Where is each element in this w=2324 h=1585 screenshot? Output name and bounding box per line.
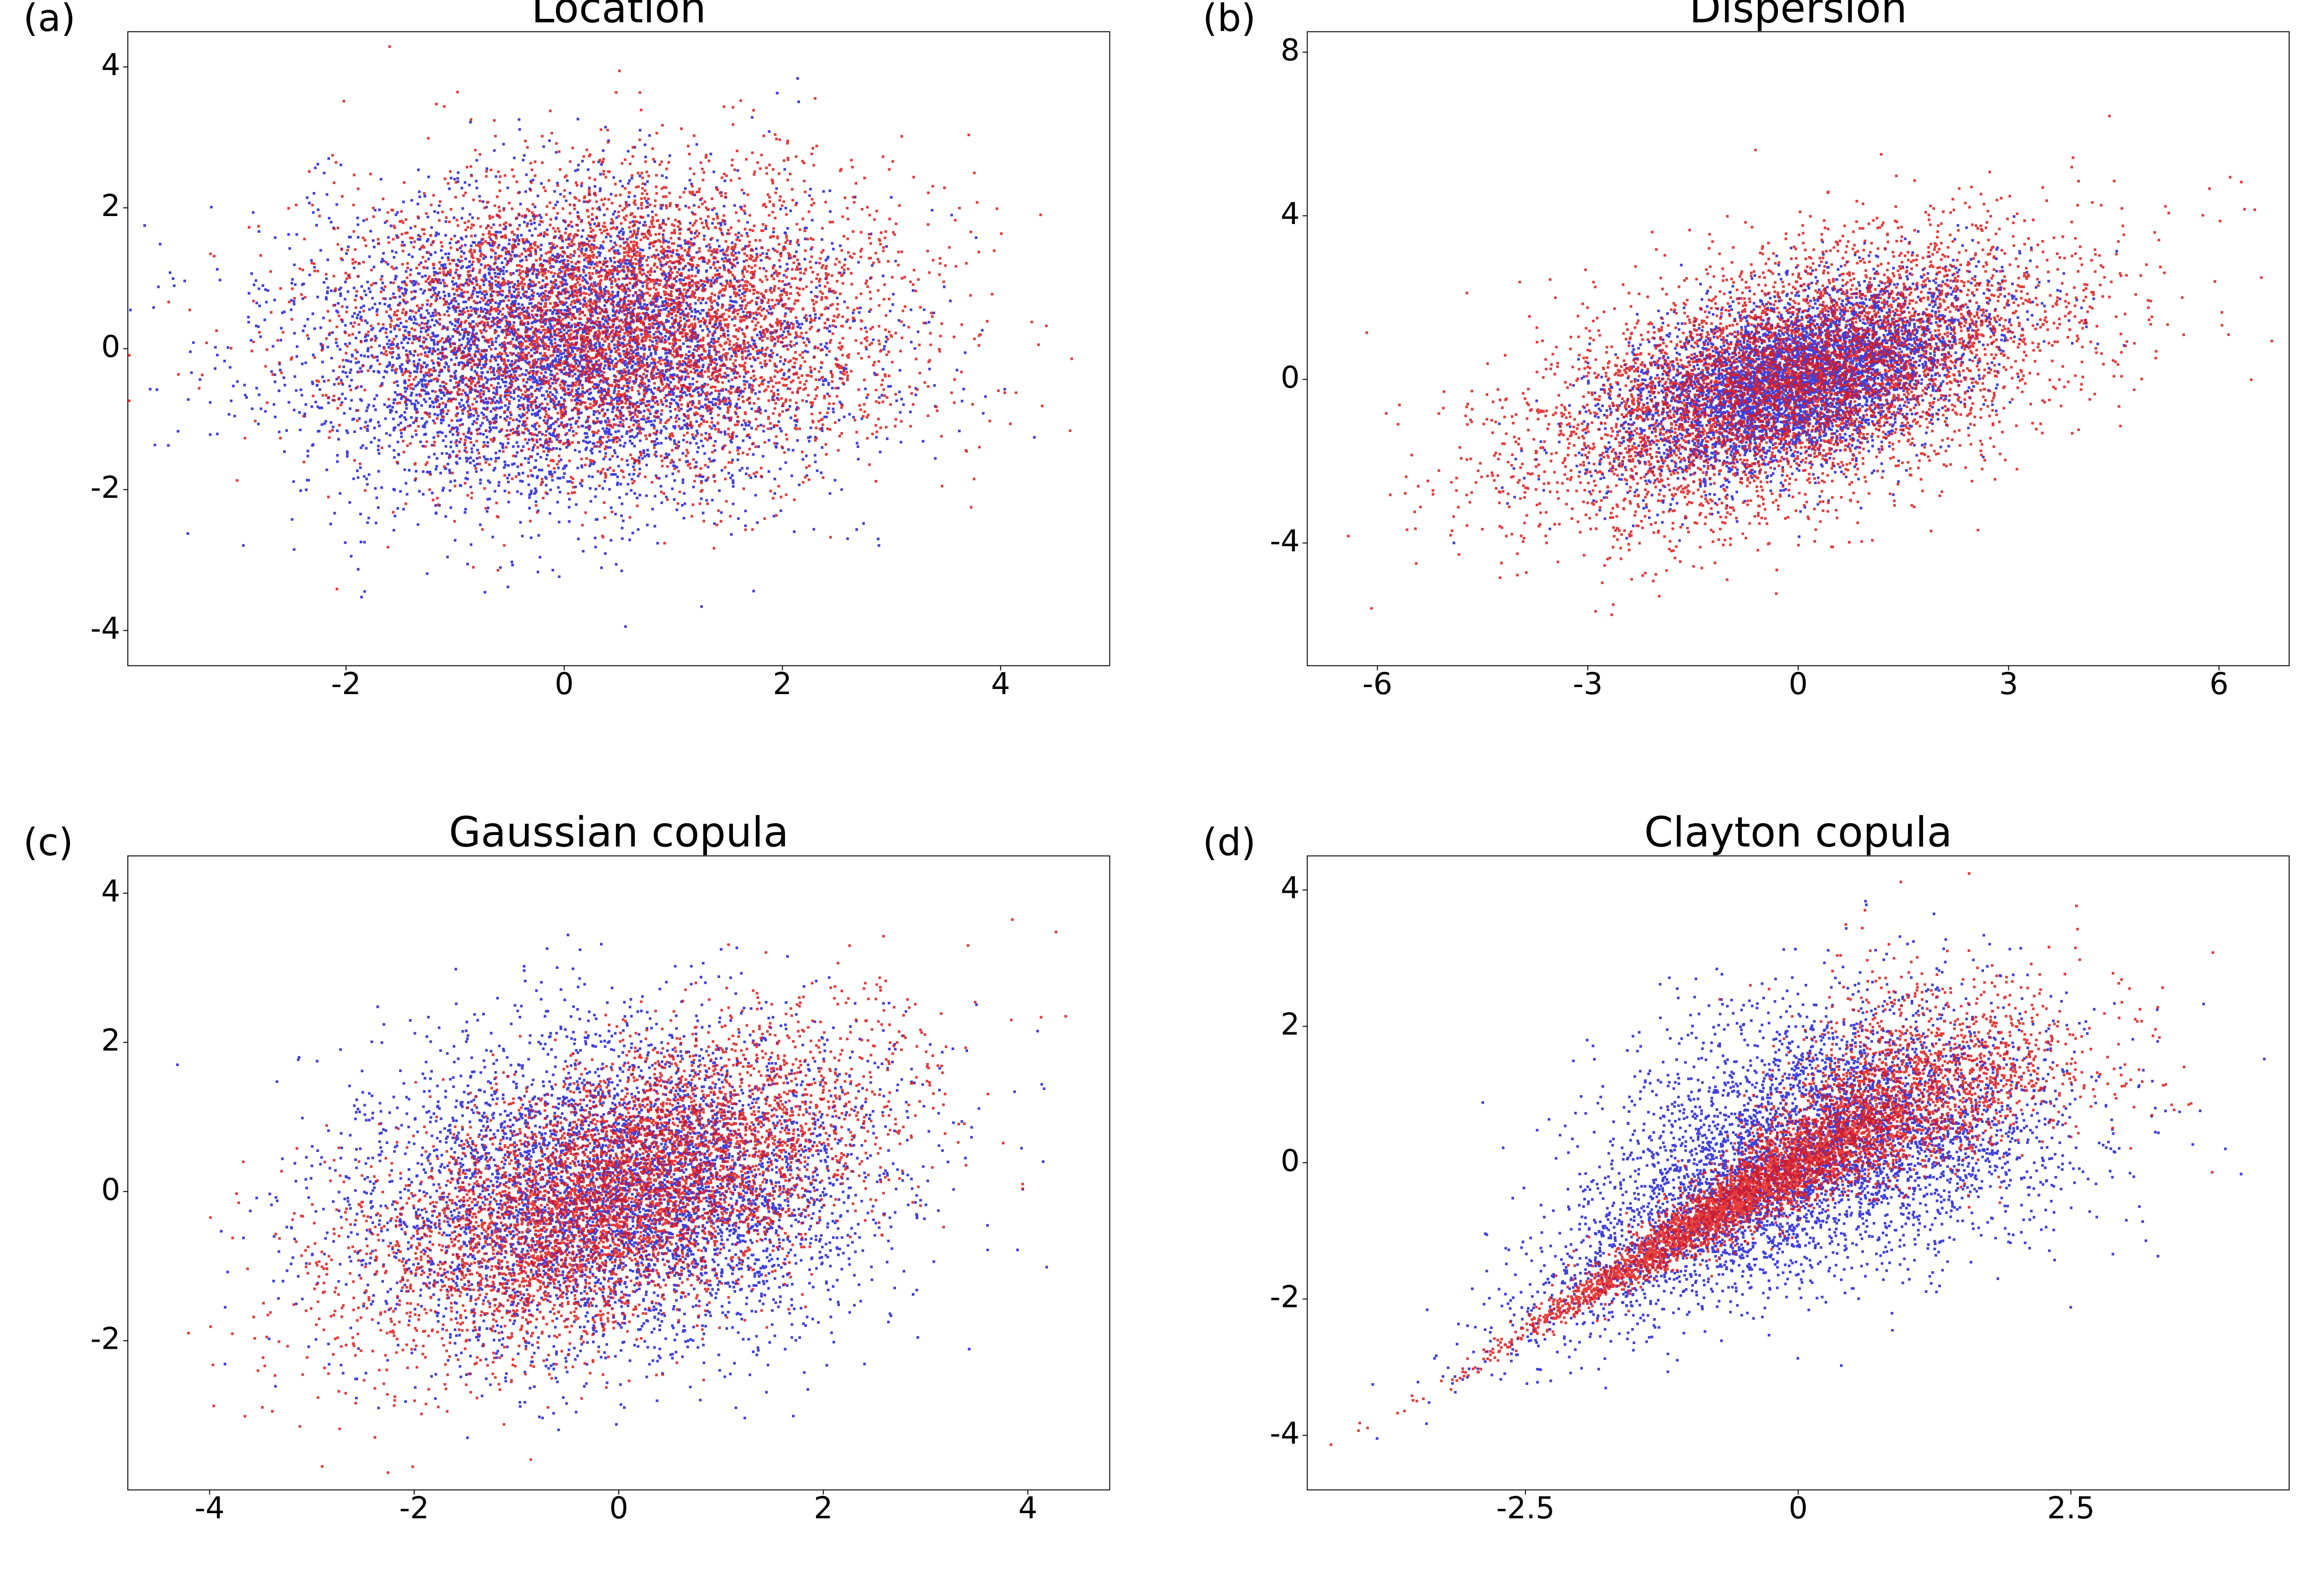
- panel-label-a: (a): [23, 0, 76, 40]
- xtick: -2: [331, 667, 361, 702]
- xtick: 0: [609, 1491, 629, 1526]
- xtick: -3: [1573, 667, 1603, 702]
- figure: (a) Location -2 0 2 4 -4 -2 0 2 4 (b) Dispersion -6 -3…: [0, 0, 2324, 1585]
- plot-area-a: [124, 45, 1073, 628]
- series-d-red: [1330, 872, 2214, 1446]
- plot-area-d: [1330, 853, 2266, 1446]
- panel-c: (c) Gaussian copula -4 -2 0 2 4 -2 0 2 4: [23, 808, 1110, 1526]
- panel-title-b: Dispersion: [1689, 0, 1907, 32]
- panel-label-b: (b): [1203, 0, 1256, 40]
- xtick: -2: [399, 1491, 429, 1526]
- ytick: 4: [101, 874, 121, 909]
- ytick: -2: [90, 1322, 120, 1356]
- ytick: 0: [101, 330, 121, 364]
- series-a-red: [128, 45, 1073, 590]
- xtick: 0: [1789, 667, 1808, 702]
- plot-area-c: [176, 918, 1067, 1474]
- panel-title-d: Clayton copula: [1644, 808, 1952, 856]
- panel-d: (d) Clayton copula -2.5 0 2.5 -4 -2 0 2 4: [1203, 808, 2289, 1526]
- xtick: -4: [195, 1491, 225, 1526]
- panel-b: (b) Dispersion -6 -3 0 3 6 -4 0 4 8: [1203, 0, 2289, 702]
- xtick: 2: [814, 1491, 833, 1526]
- ytick: 4: [101, 48, 121, 83]
- panel-label-d: (d): [1203, 820, 1256, 864]
- panel-title-c: Gaussian copula: [449, 808, 789, 856]
- ytick: 4: [1281, 197, 1300, 232]
- ytick: 8: [1281, 33, 1300, 68]
- ytick: -4: [90, 611, 120, 646]
- xtick: 4: [991, 667, 1010, 702]
- series-c-red: [187, 918, 1067, 1474]
- xtick: -2.5: [1496, 1491, 1555, 1526]
- ytick: 2: [101, 189, 121, 224]
- panel-title-a: Location: [531, 0, 706, 32]
- ytick: 2: [1281, 1007, 1300, 1042]
- ytick: 0: [101, 1173, 121, 1207]
- ytick: 0: [1281, 360, 1300, 395]
- panel-label-c: (c): [23, 820, 73, 864]
- xtick: 0: [1789, 1491, 1808, 1526]
- xtick: 0: [554, 667, 574, 702]
- xtick: 2.5: [2047, 1491, 2095, 1526]
- panel-a: (a) Location -2 0 2 4 -4 -2 0 2 4: [23, 0, 1110, 702]
- ytick: -4: [1270, 1416, 1300, 1451]
- plot-area-b: [1347, 115, 2273, 616]
- xtick: 6: [2209, 667, 2229, 702]
- xtick: 2: [773, 667, 792, 702]
- series-b-red: [1347, 115, 2273, 616]
- ytick: -2: [1270, 1280, 1300, 1315]
- ytick: 0: [1281, 1144, 1300, 1178]
- ytick: 2: [101, 1023, 121, 1058]
- xtick: 3: [1999, 667, 2018, 702]
- ytick: 4: [1281, 871, 1300, 906]
- xtick: -6: [1362, 667, 1393, 702]
- xtick: 4: [1018, 1491, 1038, 1526]
- ytick: -4: [1270, 524, 1300, 559]
- ytick: -2: [90, 471, 120, 505]
